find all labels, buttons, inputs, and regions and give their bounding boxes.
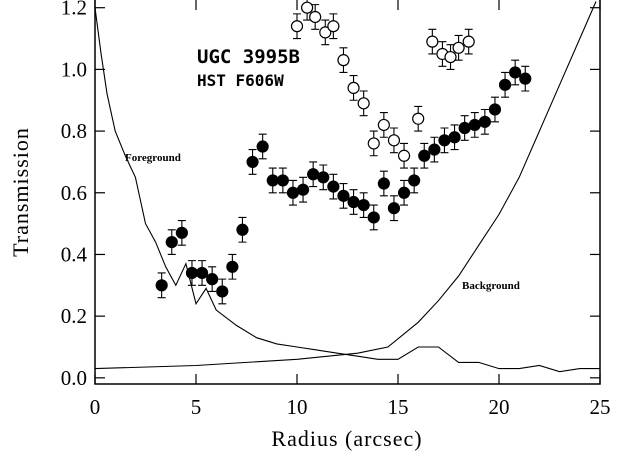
x-tick-label: 15	[388, 395, 409, 419]
data-point	[296, 183, 310, 196]
data-point	[367, 137, 380, 150]
data-point	[428, 143, 441, 156]
x-tick-label: 25	[590, 395, 611, 419]
data-point	[408, 174, 421, 187]
y-tick-label: 0.0	[61, 366, 87, 390]
data-point	[301, 1, 314, 14]
data-point	[377, 177, 390, 190]
data-point	[290, 20, 304, 33]
data-point	[347, 81, 360, 95]
data-point	[286, 186, 300, 199]
y-tick-label: 0.4	[61, 242, 88, 266]
data-point	[418, 149, 431, 162]
data-point	[468, 118, 481, 132]
data-point	[438, 134, 451, 147]
data-point	[256, 140, 269, 153]
data-point	[478, 115, 491, 128]
curve-label: Foreground	[125, 152, 181, 164]
x-tick-label: 0	[90, 395, 101, 419]
plot-area	[95, 0, 600, 373]
data-point	[519, 72, 532, 85]
data-point	[387, 202, 401, 215]
data-point	[462, 35, 475, 48]
curve	[95, 7, 600, 373]
data-point	[236, 223, 249, 236]
y-axis-label: Transmission	[8, 127, 33, 257]
y-tick-label: 0.6	[61, 181, 87, 205]
data-point	[367, 211, 380, 224]
y-tick-label: 0.2	[61, 304, 87, 328]
x-tick-label: 20	[489, 395, 510, 419]
data-point	[327, 20, 340, 33]
data-point	[307, 168, 320, 181]
data-point	[347, 195, 360, 209]
data-point	[266, 174, 279, 187]
data-point	[175, 226, 188, 239]
data-point	[206, 273, 219, 286]
y-tick-label: 0.8	[61, 119, 87, 143]
data-point	[498, 78, 512, 91]
data-point	[246, 155, 259, 169]
data-point	[357, 199, 370, 212]
y-tick-label: 1.2	[61, 0, 87, 20]
data-point	[317, 171, 330, 184]
data-point	[412, 112, 425, 125]
data-point	[337, 54, 350, 67]
data-point	[327, 180, 340, 193]
data-point	[165, 236, 178, 249]
data-point	[309, 10, 322, 24]
data-point	[226, 260, 239, 273]
curve-label: Background	[462, 280, 520, 292]
curve	[95, 1, 597, 370]
data-point	[509, 66, 522, 79]
data-point	[397, 186, 411, 199]
data-point	[357, 97, 370, 110]
data-point	[452, 41, 465, 54]
data-point	[397, 149, 411, 162]
data-point	[216, 285, 229, 298]
plot-frame	[94, 0, 601, 385]
data-point	[377, 118, 390, 132]
data-point	[276, 174, 289, 187]
data-point	[448, 131, 461, 144]
data-point	[155, 279, 168, 292]
x-axis-label: Radius (arcsec)	[271, 426, 422, 451]
data-point	[458, 121, 471, 135]
data-point	[337, 189, 350, 202]
annotation: UGC 3995B	[197, 46, 300, 68]
data-point	[426, 35, 439, 48]
data-point	[185, 266, 199, 280]
data-point	[319, 26, 332, 39]
x-tick-label: 10	[287, 395, 308, 419]
data-point	[488, 103, 502, 116]
data-point	[195, 266, 209, 280]
annotation: HST F606W	[197, 71, 284, 90]
data-point	[444, 50, 457, 64]
data-point	[387, 134, 401, 147]
y-tick-label: 1.0	[61, 57, 87, 81]
x-tick-label: 5	[191, 395, 202, 419]
